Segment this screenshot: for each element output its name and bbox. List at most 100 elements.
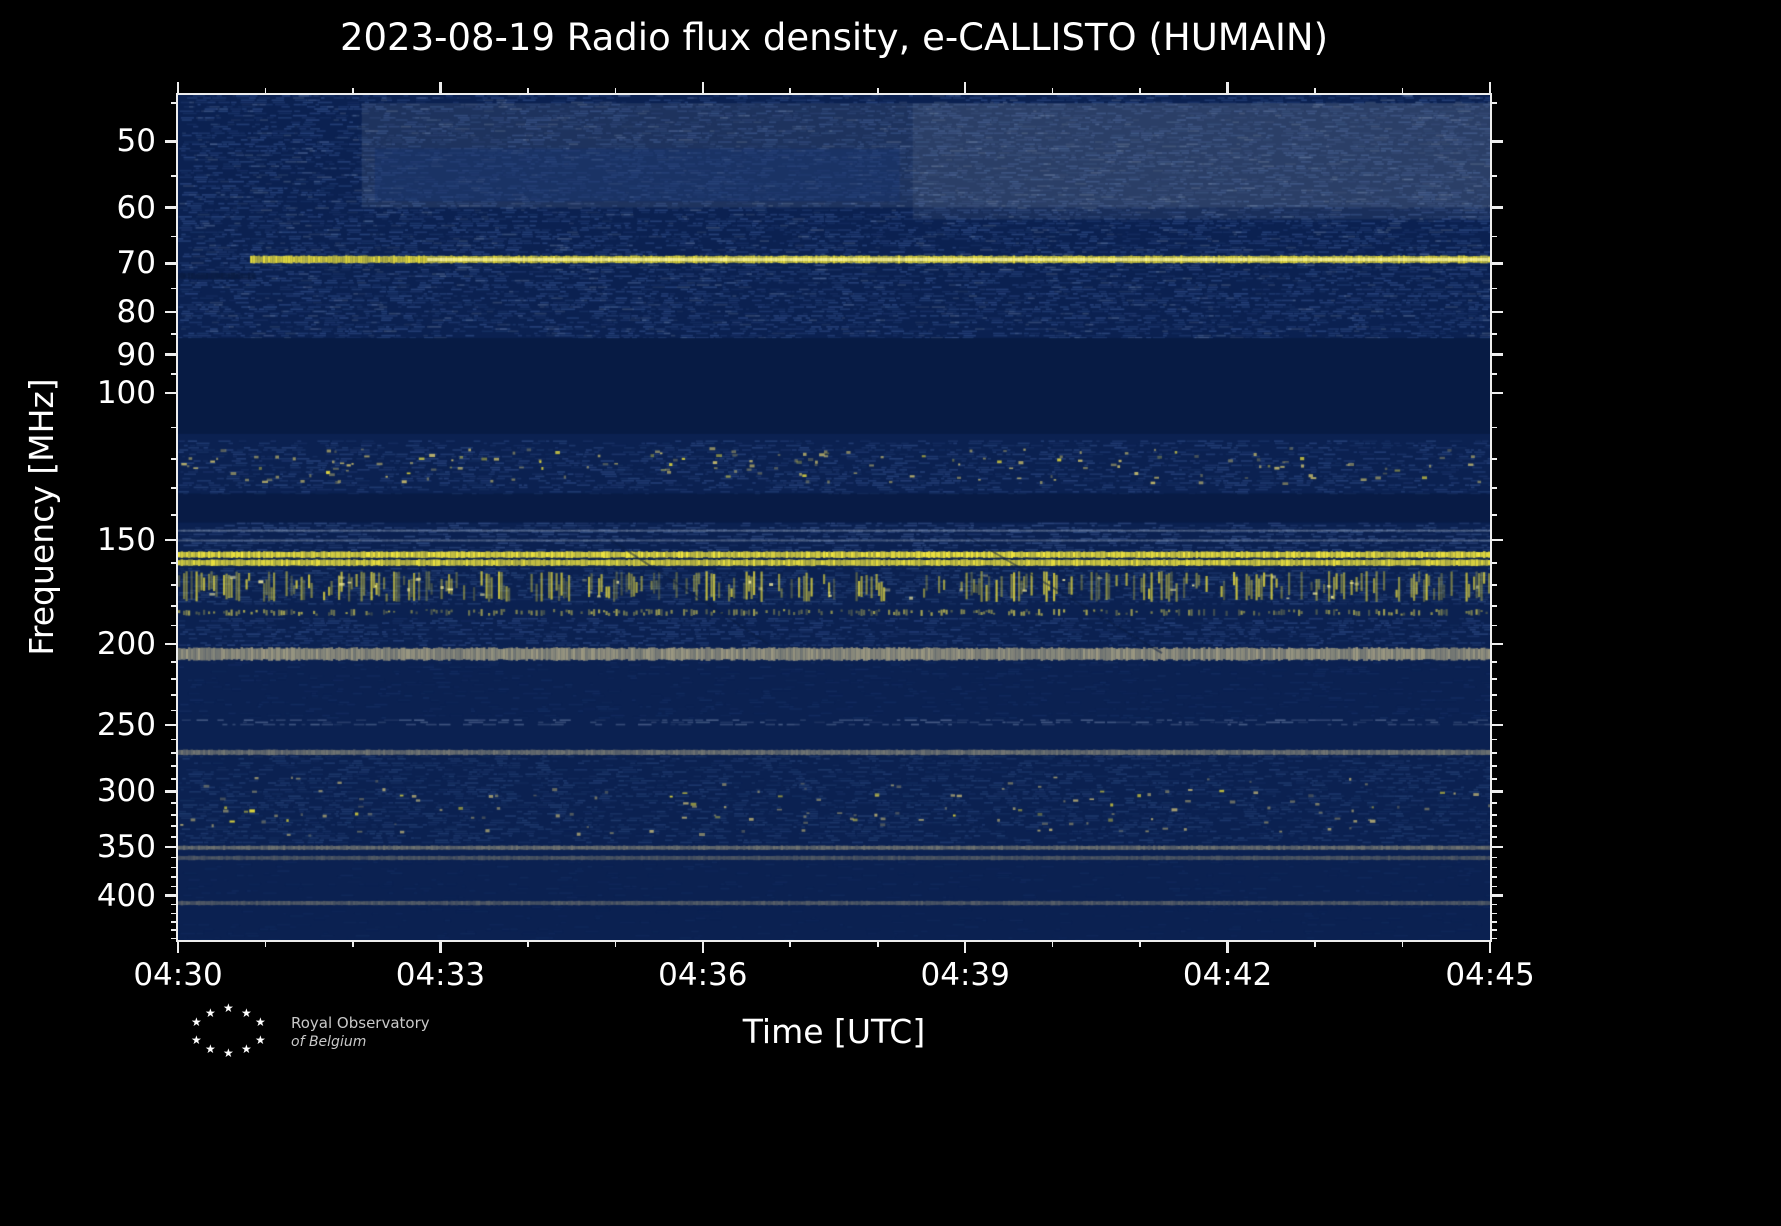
x-minor-tick-top xyxy=(352,88,354,95)
y-minor-tick-right xyxy=(1490,584,1497,587)
x-minor-tick-bottom xyxy=(1401,940,1404,947)
x-minor-tick-top xyxy=(1139,88,1141,95)
y-major-tick-left xyxy=(165,262,178,265)
y-minor-tick-right xyxy=(1490,373,1497,375)
y-major-tick-left xyxy=(165,538,178,542)
y-minor-tick-left xyxy=(171,694,178,696)
y-minor-tick-right xyxy=(1490,825,1497,827)
x-major-tick-bottom xyxy=(1488,940,1492,953)
y-minor-tick-left xyxy=(171,605,178,607)
y-minor-tick-right xyxy=(1490,678,1497,680)
y-minor-tick-right xyxy=(1490,835,1497,838)
x-major-tick-bottom xyxy=(176,940,180,953)
y-minor-tick-right xyxy=(1490,937,1497,940)
x-tick-label: 04:42 xyxy=(1182,957,1273,993)
y-minor-tick-left xyxy=(171,876,178,878)
y-minor-tick-left xyxy=(171,885,178,888)
x-minor-tick-top xyxy=(876,88,879,95)
rob-logo-line1: Royal Observatory xyxy=(291,1014,430,1032)
y-minor-tick-left xyxy=(171,856,178,859)
y-minor-tick-right xyxy=(1490,885,1497,888)
y-tick-label: 150 xyxy=(96,521,156,558)
y-minor-tick-left xyxy=(171,866,178,869)
y-minor-tick-right xyxy=(1490,856,1497,859)
x-minor-tick-top xyxy=(789,88,792,95)
y-major-tick-right xyxy=(1490,894,1503,897)
x-minor-tick-bottom xyxy=(876,940,879,947)
y-tick-label: 50 xyxy=(116,123,156,160)
y-tick-label: 80 xyxy=(116,293,156,330)
x-minor-tick-bottom xyxy=(1314,940,1316,947)
y-minor-tick-left xyxy=(171,562,178,565)
y-major-tick-right xyxy=(1490,846,1503,849)
x-tick-label: 04:30 xyxy=(133,957,223,993)
y-tick-label: 70 xyxy=(116,245,156,282)
x-minor-tick-top xyxy=(1401,88,1404,95)
star-icon xyxy=(241,1007,252,1019)
star-icon xyxy=(255,1034,266,1046)
y-tick-label: 250 xyxy=(96,707,156,744)
y-minor-tick-right xyxy=(1490,813,1497,816)
x-major-tick-top xyxy=(701,82,704,95)
y-major-tick-left xyxy=(165,846,178,849)
y-major-tick-left xyxy=(165,353,178,356)
x-major-tick-top xyxy=(1226,82,1229,95)
y-tick-label: 350 xyxy=(96,829,156,866)
y-minor-tick-right xyxy=(1490,709,1497,712)
y-minor-tick-left xyxy=(171,813,178,816)
y-minor-tick-left xyxy=(171,624,178,627)
x-minor-tick-bottom xyxy=(789,940,792,947)
y-major-tick-left xyxy=(165,723,178,727)
x-tick-label: 04:36 xyxy=(658,957,748,993)
y-major-tick-right xyxy=(1490,353,1503,356)
y-major-tick-left xyxy=(165,140,178,143)
y-major-tick-left xyxy=(165,894,178,897)
y-minor-tick-right xyxy=(1490,661,1497,663)
y-major-tick-left xyxy=(165,206,178,209)
star-icon xyxy=(223,1047,234,1059)
y-major-tick-left xyxy=(165,391,178,394)
y-minor-tick-left xyxy=(171,825,178,827)
y-minor-tick-left xyxy=(171,937,178,940)
y-minor-tick-left xyxy=(171,287,178,290)
y-major-tick-left xyxy=(165,643,178,646)
star-icon xyxy=(241,1043,252,1055)
y-minor-tick-right xyxy=(1490,562,1497,565)
x-major-tick-top xyxy=(439,82,442,95)
y-major-tick-right xyxy=(1490,723,1503,727)
y-minor-tick-left xyxy=(171,835,178,838)
y-minor-tick-left xyxy=(171,903,178,906)
rob-logo-line2: of Belgium xyxy=(291,1034,367,1050)
y-minor-tick-right xyxy=(1490,778,1497,780)
x-major-tick-top xyxy=(176,82,180,95)
y-minor-tick-left xyxy=(171,709,178,712)
y-minor-tick-right xyxy=(1490,738,1497,741)
x-tick-label: 04:33 xyxy=(395,957,486,993)
y-minor-tick-left xyxy=(171,514,178,516)
y-minor-tick-right xyxy=(1490,487,1497,489)
y-minor-tick-right xyxy=(1490,458,1497,460)
x-minor-tick-bottom xyxy=(264,940,267,947)
x-minor-tick-bottom xyxy=(614,940,617,947)
x-minor-tick-top xyxy=(527,88,529,95)
y-major-tick-right xyxy=(1490,206,1503,209)
x-minor-tick-bottom xyxy=(352,940,354,947)
y-major-tick-left xyxy=(165,310,178,314)
y-minor-tick-left xyxy=(171,778,178,780)
y-major-tick-right xyxy=(1490,790,1503,793)
y-minor-tick-left xyxy=(171,912,178,915)
y-minor-tick-right xyxy=(1490,235,1497,238)
x-tick-label: 04:39 xyxy=(920,957,1010,993)
x-major-tick-bottom xyxy=(1226,940,1229,953)
y-minor-tick-right xyxy=(1490,694,1497,696)
y-tick-label: 300 xyxy=(96,773,156,810)
star-icon xyxy=(205,1007,216,1019)
y-major-tick-right xyxy=(1490,262,1503,265)
x-major-tick-bottom xyxy=(964,940,967,953)
y-minor-tick-left xyxy=(171,929,178,932)
x-major-tick-top xyxy=(1488,82,1492,95)
y-minor-tick-right xyxy=(1490,929,1497,932)
rob-logo: Royal Observatory of Belgium xyxy=(183,1002,603,1072)
y-minor-tick-left xyxy=(171,921,178,923)
star-icon xyxy=(191,1016,202,1028)
